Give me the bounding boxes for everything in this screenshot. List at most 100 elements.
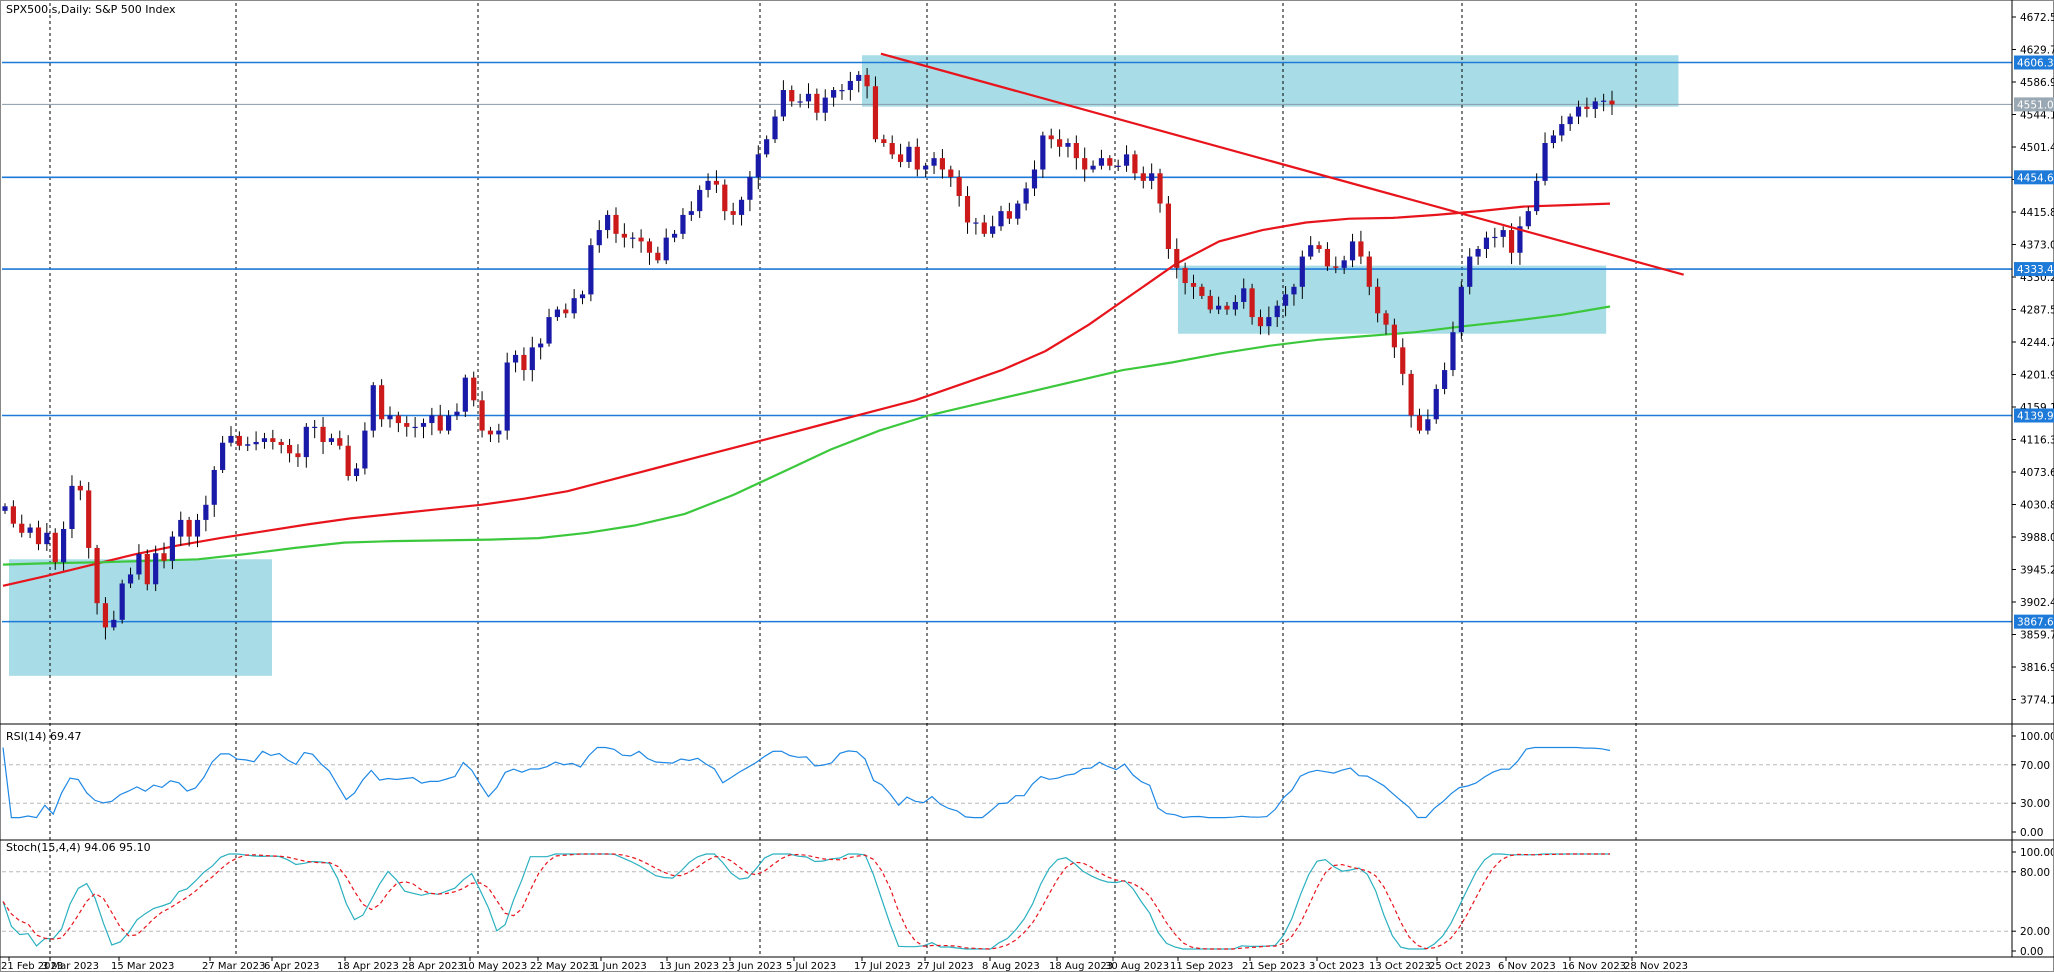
zone-2 <box>1178 265 1607 334</box>
date-tick-label: 11 Sep 2023 <box>1170 961 1233 972</box>
candle-body <box>571 298 577 314</box>
candle-body <box>1257 317 1264 327</box>
candle-body <box>1165 203 1171 249</box>
date-tick-label: 16 Nov 2023 <box>1562 961 1626 972</box>
candle-body <box>805 93 812 102</box>
candle-body <box>1450 332 1456 371</box>
candle-body <box>345 445 351 477</box>
candle-body <box>864 74 870 87</box>
stoch-tick-label: 80.00 <box>2020 867 2050 879</box>
trendline-resistance[interactable] <box>880 52 1684 276</box>
candle-body <box>1366 256 1372 287</box>
candle-body <box>320 426 326 442</box>
indicator-panels: 100.00 70.00 30.00 0.00 100.00 80.00 20.00 0.00 <box>2 731 2054 958</box>
candle-body <box>1341 260 1347 268</box>
level-price-tag <box>2014 170 2054 185</box>
candle-body <box>278 441 284 445</box>
date-tick-label: 5 Jul 2023 <box>786 961 836 972</box>
level-price-tag <box>2014 262 2054 277</box>
candle-body <box>1056 139 1063 147</box>
candle-body <box>1190 283 1197 287</box>
candle-body <box>613 214 619 234</box>
candle-body <box>261 438 268 442</box>
candle-body <box>990 226 996 234</box>
candle-body <box>446 415 452 431</box>
candle-body <box>1500 230 1506 237</box>
candle-body <box>270 438 276 442</box>
current-price-tag-label: 4551.02 <box>2017 99 2054 111</box>
candle-body <box>228 435 234 443</box>
horizontal-level-lines[interactable] <box>2 61 2012 623</box>
price-tick-label: 4629.70 <box>2020 45 2054 57</box>
candle-body <box>387 415 393 420</box>
candle-body <box>964 195 971 223</box>
candle-body <box>1517 226 1523 253</box>
candle-body <box>1048 135 1054 140</box>
candle-body <box>60 529 67 563</box>
candle-body <box>1149 173 1155 181</box>
candle-body <box>621 233 627 238</box>
candle-body <box>1508 230 1515 253</box>
price-tick-label: 4501.40 <box>2020 142 2054 154</box>
date-tick-label: 6 Apr 2023 <box>264 961 319 972</box>
candle-body <box>479 400 485 431</box>
date-tick-label: 22 May 2023 <box>530 961 595 972</box>
price-tick-label: 4244.72 <box>2020 337 2054 349</box>
zone-1 <box>862 55 1679 107</box>
candle-body <box>956 177 962 196</box>
date-tick-label: 25 Oct 2023 <box>1429 961 1491 972</box>
date-gridlines <box>49 3 1637 955</box>
trendline[interactable] <box>880 52 1684 276</box>
date-tick-label: 28 Nov 2023 <box>1624 961 1688 972</box>
candle-body <box>605 214 611 231</box>
price-tick-label: 3945.26 <box>2020 565 2054 577</box>
candlestick-series <box>2 68 1615 640</box>
date-tick-label: 18 Apr 2023 <box>337 961 399 972</box>
candle-body <box>529 347 535 371</box>
candle-body <box>722 184 728 212</box>
date-tick-label: 3 Oct 2023 <box>1309 961 1364 972</box>
candle-body <box>295 453 301 458</box>
candle-body <box>353 468 360 477</box>
current-price-tag <box>2014 97 2054 112</box>
rsi-tick-label: 30.00 <box>2020 798 2050 810</box>
candle-body <box>872 86 879 140</box>
candle-body <box>496 430 502 435</box>
candle-body <box>312 426 318 429</box>
candle-body <box>1182 267 1188 284</box>
level-price-tag <box>2014 408 2054 423</box>
candle-body <box>713 180 720 185</box>
candle-body <box>119 583 125 620</box>
date-tick-label: 8 Aug 2023 <box>982 961 1040 972</box>
candle-body <box>847 80 853 91</box>
candle-body <box>429 415 435 424</box>
candle-body <box>86 490 92 548</box>
candle-body <box>755 154 761 178</box>
candle-body <box>1442 370 1448 389</box>
candle-body <box>973 222 979 224</box>
candle-body <box>153 553 159 585</box>
date-tick-label: 21 Feb 2023 <box>1 961 63 972</box>
date-tick-label: 3 Mar 2023 <box>42 961 99 972</box>
price-tick-label: 3859.70 <box>2020 630 2054 642</box>
candle-body <box>1040 135 1046 170</box>
candle-body <box>1065 143 1071 147</box>
candle-body <box>697 189 703 212</box>
candle-body <box>780 90 786 117</box>
level-price-tag <box>2014 55 2054 70</box>
candle-body <box>303 426 309 458</box>
candle-body <box>102 603 109 628</box>
candle-body <box>797 101 803 103</box>
candle-body <box>1216 305 1222 310</box>
candle-body <box>136 553 142 575</box>
candle-body <box>764 139 770 155</box>
candle-body <box>1132 154 1138 174</box>
candle-body <box>19 523 25 533</box>
candle-body <box>831 90 837 98</box>
candle-body <box>186 519 192 537</box>
level-price-tag-label: 4139.97 <box>2017 411 2054 423</box>
date-tick-label: 15 Mar 2023 <box>111 961 174 972</box>
